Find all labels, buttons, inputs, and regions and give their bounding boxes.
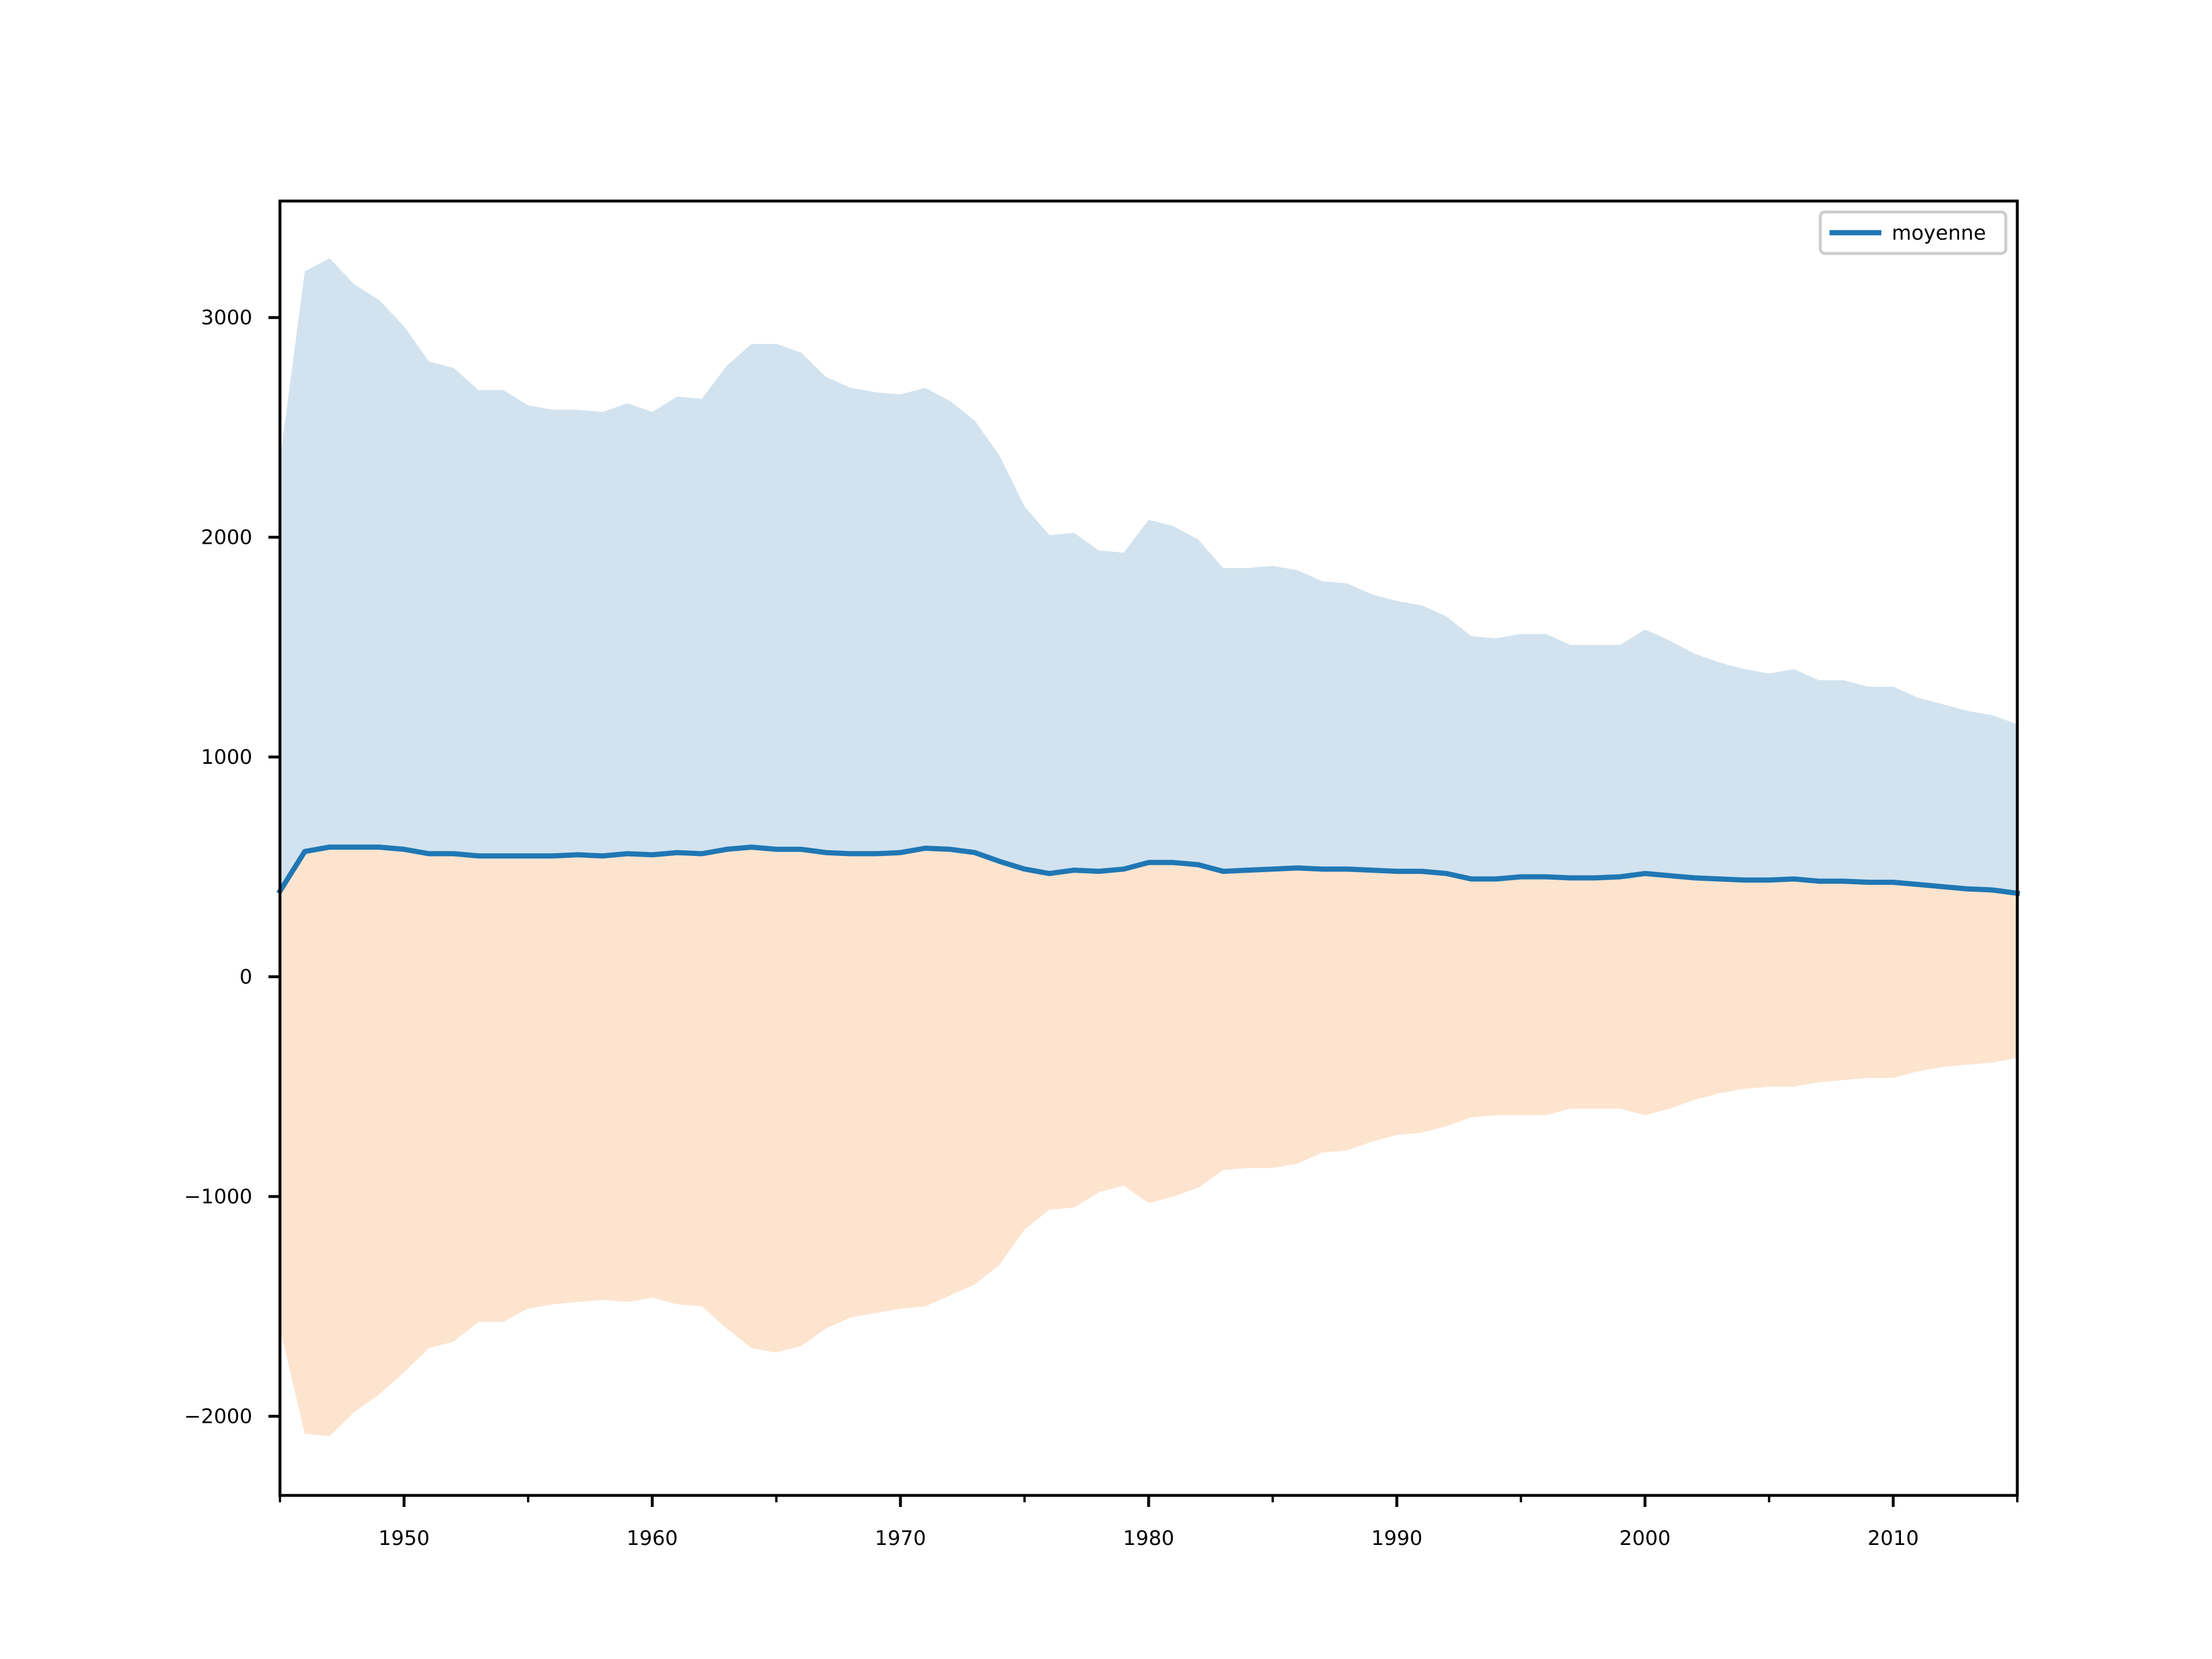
x-tick-label: 2010 [1868, 1527, 1919, 1550]
series-line-moyenne [276, 844, 2021, 896]
legend: moyenne [1819, 210, 2008, 255]
lower-band-area [280, 847, 2017, 1436]
legend-box [1819, 210, 2008, 255]
x-tick-label: 1960 [627, 1527, 678, 1550]
y-tick-label: 0 [240, 966, 252, 989]
y-tick-label: 1000 [201, 746, 252, 769]
axes: −2000 −1000 0 1000 2000 3000 1950 1960 1970 1980 1… [184, 199, 2019, 1550]
y-tick-label: 2000 [201, 527, 252, 550]
legend-label-moyenne: moyenne [1892, 222, 1986, 245]
y-tick-label: −2000 [184, 1406, 252, 1429]
x-tick-label: 1990 [1371, 1527, 1422, 1550]
x-tick-label: 1970 [875, 1527, 926, 1550]
x-tick-label: 2000 [1619, 1527, 1671, 1550]
x-tick-label: 1950 [378, 1527, 430, 1550]
plot-area [276, 258, 2021, 1436]
y-tick-label: 3000 [201, 306, 252, 329]
upper-band-area [280, 258, 2017, 893]
x-tick-label: 1980 [1123, 1527, 1174, 1550]
y-tick-label: −1000 [184, 1185, 252, 1209]
